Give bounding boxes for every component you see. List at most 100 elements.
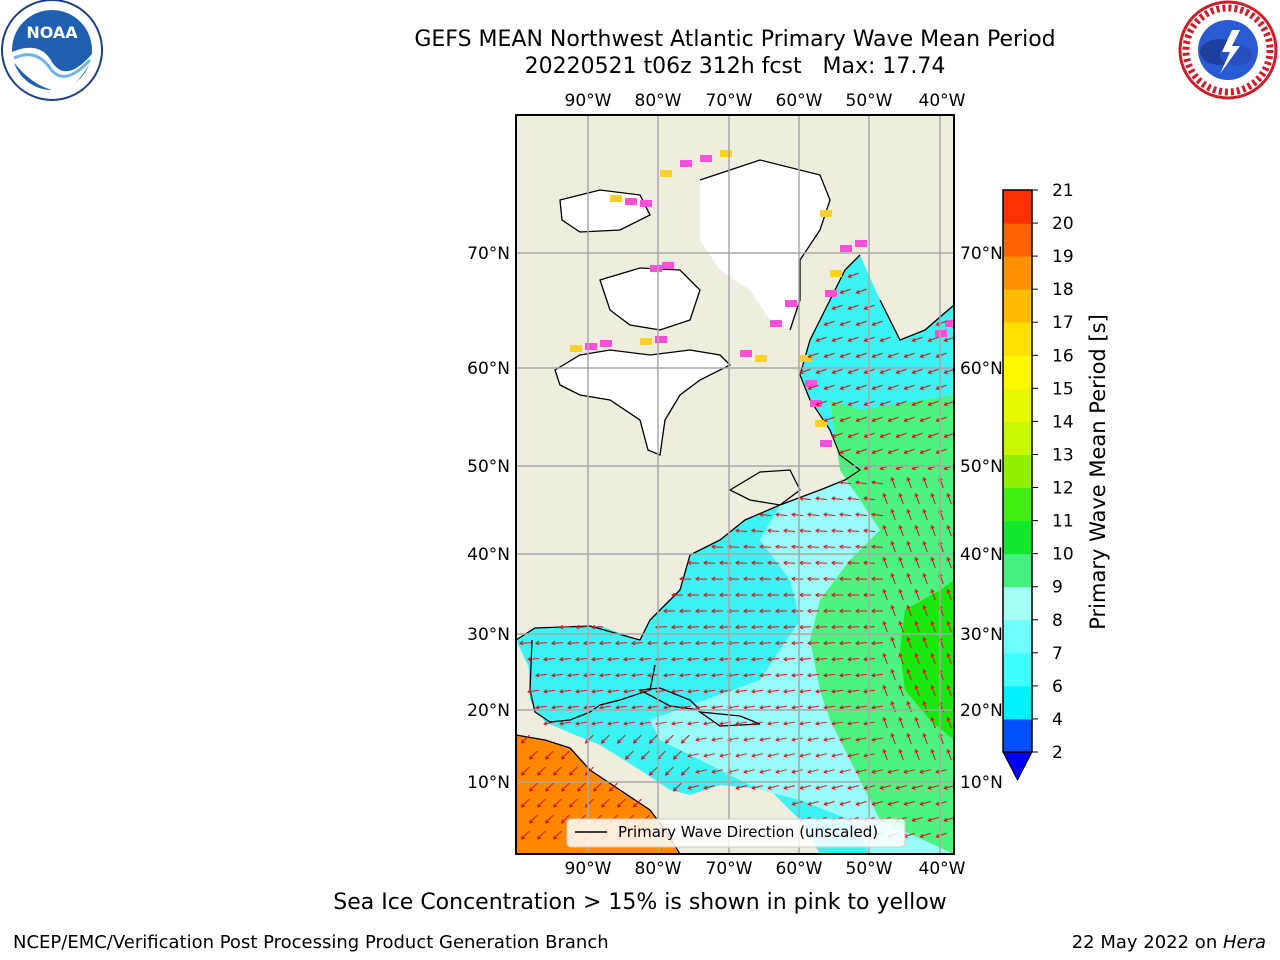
- wave-direction-arrowhead: [890, 508, 895, 514]
- wave-direction-arrow: [904, 832, 915, 838]
- wave-direction-arrowhead: [671, 624, 676, 630]
- wave-direction-arrow: [799, 497, 812, 501]
- wave-direction-arrow: [947, 557, 952, 569]
- wave-direction-arrowhead: [871, 705, 876, 710]
- wave-direction-arrow: [577, 782, 586, 792]
- wave-direction-arrowhead: [616, 739, 622, 744]
- sea-ice-cell: [662, 262, 674, 269]
- wave-direction-arrowhead: [679, 705, 684, 710]
- wave-direction-arrowhead: [672, 787, 678, 792]
- wave-direction-arrowhead: [930, 556, 935, 562]
- wave-direction-arrow: [883, 653, 888, 665]
- wave-direction-arrow: [888, 384, 899, 390]
- wave-direction-arrow: [944, 336, 954, 342]
- wave-direction-arrowhead: [791, 544, 796, 550]
- wave-direction-arrowhead: [911, 337, 916, 343]
- wave-direction-arrowhead: [882, 588, 887, 594]
- wave-direction-arrowhead: [680, 739, 686, 744]
- wave-direction-arrow: [824, 352, 835, 358]
- wave-direction-arrowhead: [871, 769, 876, 774]
- wave-direction-arrowhead: [767, 689, 772, 694]
- wave-direction-arrowhead: [743, 705, 748, 710]
- wave-direction-arrowhead: [871, 417, 876, 423]
- nws-logo: [1178, 0, 1278, 100]
- wave-direction-arrowhead: [831, 785, 836, 790]
- wave-direction-arrowhead: [791, 705, 796, 710]
- wave-direction-arrow: [607, 721, 620, 725]
- wave-direction-arrow: [891, 573, 896, 585]
- wave-direction-arrowhead: [807, 544, 812, 550]
- noaa-logo: NOAA: [1, 0, 103, 101]
- wave-direction-arrow: [585, 798, 594, 808]
- wave-direction-arrowhead: [906, 476, 911, 482]
- wave-direction-arrowhead: [831, 560, 836, 566]
- wave-direction-arrow: [615, 673, 628, 677]
- wave-direction-arrowhead: [890, 732, 895, 738]
- lon-label: 70°W: [706, 859, 753, 879]
- wave-direction-arrowhead: [695, 705, 700, 710]
- wave-direction-arrow: [607, 658, 620, 660]
- wave-direction-arrowhead: [871, 480, 876, 485]
- wave-direction-arrowhead: [946, 588, 951, 594]
- wave-direction-arrow: [947, 621, 952, 633]
- wave-direction-arrow: [928, 816, 939, 822]
- wave-direction-arrow: [931, 493, 936, 505]
- sea-ice-cell: [585, 343, 597, 350]
- colorbar-segment: [1003, 619, 1032, 654]
- wave-direction-arrowhead: [799, 785, 804, 790]
- wave-direction-arrowhead: [799, 689, 804, 694]
- wave-direction-arrow: [904, 800, 915, 806]
- wave-direction-arrow: [920, 769, 931, 773]
- wave-direction-arrow: [807, 546, 820, 548]
- wave-direction-arrowhead: [632, 803, 638, 808]
- colorbar: 2 4 6 7 8 9 10 11 12 13 14 15 16 17 18 19 20 21: [1002, 181, 1074, 782]
- wave-direction-arrowhead: [719, 689, 724, 694]
- wave-direction-arrowhead: [711, 576, 716, 582]
- wave-direction-arrowhead: [815, 657, 820, 662]
- wave-direction-arrowhead: [791, 640, 796, 646]
- wave-direction-arrowhead: [552, 771, 558, 776]
- wave-direction-arrowhead: [863, 496, 868, 501]
- lon-label: 40°W: [919, 91, 966, 111]
- wave-direction-arrow: [663, 673, 676, 677]
- wave-direction-arrowhead: [767, 560, 772, 566]
- lon-label: 50°W: [846, 91, 893, 111]
- wave-direction-arrow: [591, 658, 604, 660]
- wave-direction-arrowhead: [759, 673, 764, 678]
- colorbar-tick-label: 6: [1052, 677, 1063, 697]
- wave-direction-arrowhead: [599, 640, 604, 646]
- wave-direction-arrowhead: [943, 337, 948, 343]
- colorbar-segment: [1003, 454, 1032, 489]
- sea-ice-cell: [655, 336, 667, 343]
- wave-direction-arrow: [872, 448, 883, 454]
- wave-direction-arrowhead: [930, 620, 935, 626]
- wave-direction-arrowhead: [559, 624, 564, 630]
- wave-direction-arrowhead: [930, 652, 935, 658]
- wave-direction-arrowhead: [914, 556, 919, 562]
- colorbar-tick-label: 20: [1052, 214, 1074, 234]
- wave-direction-arrowhead: [879, 785, 884, 790]
- wave-direction-arrow: [871, 642, 884, 644]
- wave-direction-arrowhead: [890, 700, 895, 706]
- wave-direction-arrowhead: [735, 528, 740, 533]
- wave-direction-arrow: [704, 785, 715, 789]
- wave-direction-arrow: [928, 432, 939, 438]
- wave-direction-arrow: [831, 658, 844, 660]
- wave-direction-arrowhead: [890, 604, 895, 610]
- wave-direction-arrowhead: [719, 721, 724, 726]
- wave-direction-arrow: [920, 832, 931, 838]
- wave-direction-arrow: [775, 673, 788, 677]
- wave-direction-arrow: [792, 800, 803, 806]
- wave-direction-arrowhead: [823, 544, 828, 550]
- lon-label: 70°W: [706, 91, 753, 111]
- wave-direction-arrow: [688, 753, 699, 757]
- wave-direction-arrowhead: [847, 337, 852, 343]
- wave-direction-arrow: [751, 689, 764, 693]
- wave-direction-arrow: [711, 705, 724, 709]
- wave-direction-arrow: [759, 705, 772, 709]
- wave-direction-arrow: [920, 416, 931, 422]
- wave-direction-arrowhead: [775, 705, 780, 710]
- wave-direction-arrow: [711, 642, 724, 644]
- wave-direction-arrow: [583, 642, 596, 644]
